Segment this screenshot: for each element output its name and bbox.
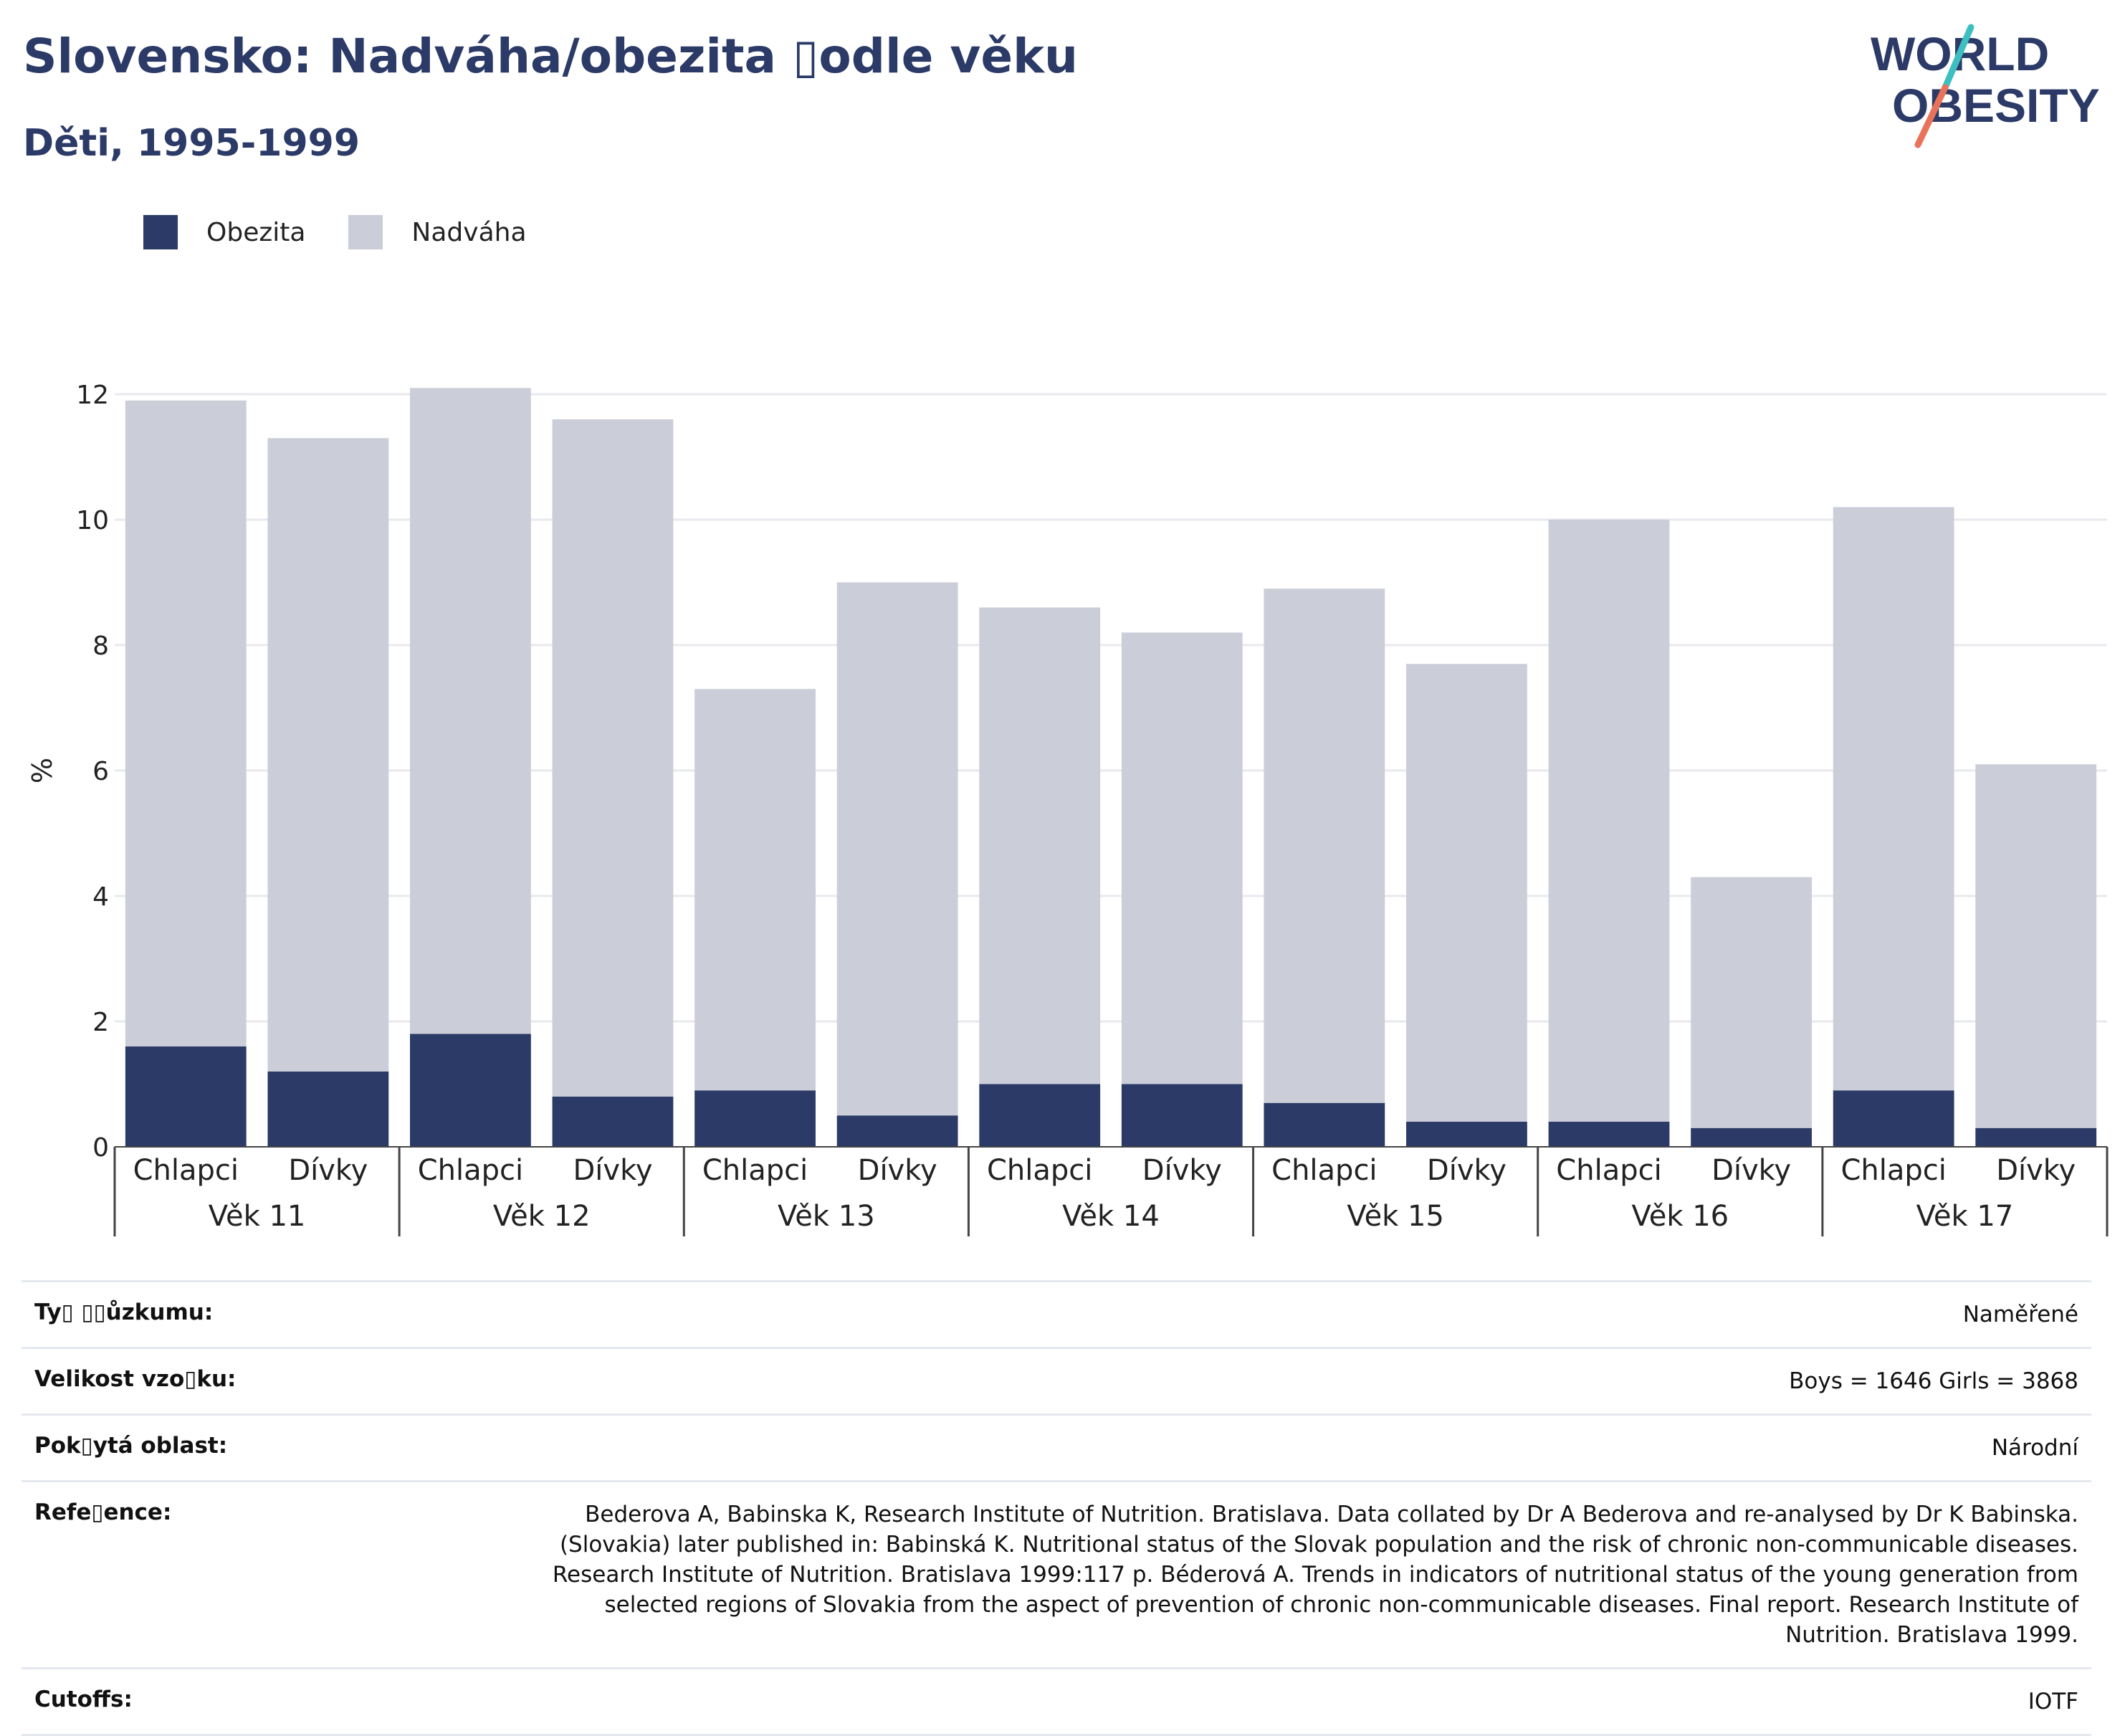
bar-obezita-6 — [979, 1084, 1101, 1147]
info-value-cutoffs: IOTF — [2028, 1689, 2078, 1714]
x-tick-label: Chlapci — [1556, 1154, 1661, 1187]
y-tick-label: 0 — [92, 1133, 109, 1163]
legend-item-obezita[interactable]: Obezita — [143, 215, 305, 249]
group-label: Věk 12 — [493, 1200, 591, 1233]
x-tick-label: Chlapci — [1271, 1154, 1377, 1187]
y-tick-label: 6 — [92, 757, 109, 786]
logo-slash-bottom — [1914, 84, 1949, 148]
info-label-cutoffs: Cutoffs: — [34, 1687, 133, 1712]
group-label: Věk 16 — [1631, 1200, 1729, 1233]
y-axis-label: % — [27, 758, 58, 783]
x-tick-label: Dívky — [1427, 1154, 1507, 1187]
bar-nadvha-5 — [836, 582, 958, 1116]
chart-subtitle: Děti, 1995-1999 — [23, 122, 361, 165]
info-value-reference: Bederova A, Babinska K, Research Institu… — [552, 1502, 2078, 1648]
bar-obezita-8 — [1264, 1102, 1385, 1147]
bar-obezita-5 — [836, 1115, 958, 1147]
legend-label-obezita: Obezita — [206, 217, 306, 247]
y-tick-label: 2 — [92, 1008, 109, 1037]
y-tick-label: 12 — [76, 381, 109, 410]
bar-nadvha-7 — [1121, 632, 1243, 1084]
bar-obezita-4 — [694, 1090, 816, 1147]
bar-nadvha-9 — [1406, 664, 1527, 1122]
legend-swatch-obezita — [143, 215, 178, 249]
legend-swatch-nadvaha — [348, 215, 383, 249]
info-row-survey-type: Ty▯ ▯▯ůzkumu: Naměřené — [22, 1280, 2091, 1347]
x-tick-label: Chlapci — [1840, 1154, 1946, 1187]
group-label: Věk 15 — [1347, 1200, 1444, 1233]
group-label: Věk 14 — [1062, 1200, 1160, 1233]
info-label-reference: Refe▯ence: — [34, 1499, 172, 1525]
x-tick-label: Dívky — [858, 1154, 937, 1187]
chart-title: Slovensko: Nadváha/obezita ▯odle věku — [23, 29, 1078, 84]
bar-obezita-12 — [1833, 1090, 1954, 1147]
legend-item-nadvaha[interactable]: Nadváha — [348, 215, 527, 249]
group-label: Věk 13 — [778, 1200, 875, 1233]
info-row-area: Pok▯ytá oblast: Národní — [22, 1413, 2091, 1480]
info-row-cutoffs: Cutoffs: IOTF — [22, 1667, 2091, 1736]
x-tick-label: Chlapci — [133, 1154, 239, 1187]
bar-nadvha-12 — [1833, 507, 1954, 1091]
bar-obezita-3 — [552, 1097, 674, 1147]
info-row-sample-size: Velikost vzo▯ku: Boys = 1646 Girls = 386… — [22, 1347, 2091, 1413]
x-tick-label: Dívky — [288, 1154, 368, 1187]
bar-obezita-10 — [1548, 1122, 1670, 1147]
bar-obezita-1 — [267, 1072, 389, 1147]
info-table: Ty▯ ▯▯ůzkumu: Naměřené Velikost vzo▯ku: … — [22, 1280, 2091, 1736]
legend: Obezita Nadváha — [143, 212, 570, 252]
y-tick-label: 10 — [76, 506, 109, 535]
info-label-sample-size: Velikost vzo▯ku: — [34, 1366, 237, 1392]
bar-nadvha-8 — [1264, 588, 1385, 1103]
y-tick-label: 4 — [92, 882, 109, 912]
group-label: Věk 11 — [209, 1200, 306, 1233]
bar-nadvha-3 — [552, 419, 674, 1097]
x-tick-label: Dívky — [1711, 1154, 1791, 1187]
info-value-survey-type: Naměřené — [1962, 1302, 2078, 1327]
bar-obezita-0 — [125, 1046, 247, 1147]
group-label: Věk 17 — [1916, 1200, 2014, 1233]
bar-obezita-13 — [1975, 1127, 2097, 1147]
x-tick-label: Dívky — [1996, 1154, 2076, 1187]
info-label-survey-type: Ty▯ ▯▯ůzkumu: — [34, 1299, 214, 1325]
legend-label-nadvaha: Nadváha — [411, 217, 527, 247]
bar-nadvha-11 — [1691, 877, 1812, 1128]
bar-nadvha-10 — [1548, 520, 1670, 1122]
x-tick-label: Chlapci — [702, 1154, 808, 1187]
bar-nadvha-4 — [694, 689, 816, 1091]
x-tick-label: Chlapci — [987, 1154, 1092, 1187]
info-label-area: Pok▯ytá oblast: — [34, 1433, 228, 1459]
bar-nadvha-13 — [1975, 764, 2097, 1128]
x-tick-label: Dívky — [1142, 1154, 1222, 1187]
world-obesity-logo: WORLD OBESITY — [1871, 24, 2100, 148]
bar-obezita-2 — [410, 1034, 531, 1147]
y-tick-label: 8 — [92, 631, 109, 661]
bar-obezita-7 — [1121, 1084, 1243, 1147]
info-value-sample-size: Boys = 1646 Girls = 3868 — [1789, 1368, 2078, 1394]
info-row-reference: Refe▯ence: Bederova A, Babinska K, Resea… — [22, 1480, 2091, 1667]
x-tick-label: Dívky — [573, 1154, 653, 1187]
bar-nadvha-2 — [410, 388, 531, 1034]
bar-nadvha-0 — [125, 400, 247, 1046]
logo-slash-top — [1942, 24, 1975, 91]
logo-text-obesity: OBESITY — [1892, 79, 2100, 132]
bar-chart: 0 2 4 6 8 10 12% Chlapci Dívky Věk 11 Chlapci Dívky… — [27, 381, 2109, 1236]
bar-obezita-11 — [1691, 1127, 1812, 1147]
bar-nadvha-1 — [267, 438, 389, 1072]
x-tick-label: Chlapci — [418, 1154, 523, 1187]
bar-nadvha-6 — [979, 607, 1101, 1084]
info-value-area: Národní — [1991, 1435, 2078, 1461]
bar-obezita-9 — [1406, 1122, 1527, 1147]
